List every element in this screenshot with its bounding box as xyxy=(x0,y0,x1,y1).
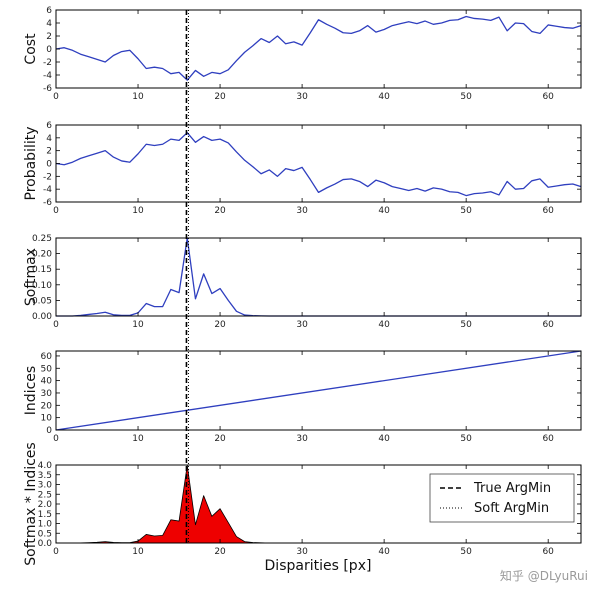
x-tick-label-cost-2: 20 xyxy=(214,92,226,102)
y-tick-label-softmax-1: 0.05 xyxy=(32,296,52,306)
x-tick-label-softmax_indices-3: 30 xyxy=(296,547,308,557)
watermark: 知乎 @DLyuRui xyxy=(500,569,588,583)
y-tick-label-softmax_indices-8: 4.0 xyxy=(38,461,53,471)
y-tick-label-indices-6: 60 xyxy=(41,352,53,362)
y-tick-label-softmax-2: 0.10 xyxy=(32,281,52,291)
x-tick-label-softmax-5: 50 xyxy=(460,320,472,330)
x-tick-label-softmax-1: 10 xyxy=(132,320,144,330)
x-tick-label-probability-2: 20 xyxy=(214,206,226,216)
x-tick-label-probability-5: 50 xyxy=(460,206,472,216)
x-tick-label-probability-1: 10 xyxy=(132,206,144,216)
y-tick-label-cost-5: 4 xyxy=(46,19,52,29)
x-tick-label-indices-2: 20 xyxy=(214,434,226,444)
y-tick-label-probability-1: -4 xyxy=(43,185,52,195)
y-axis-label-cost: Cost xyxy=(23,33,39,65)
y-tick-label-cost-2: -2 xyxy=(43,58,52,68)
y-tick-label-softmax-3: 0.15 xyxy=(32,265,52,275)
x-tick-label-probability-0: 0 xyxy=(53,206,59,216)
y-tick-label-probability-2: -2 xyxy=(43,172,52,182)
x-tick-label-softmax-6: 60 xyxy=(542,320,554,330)
x-tick-label-probability-6: 60 xyxy=(542,206,554,216)
series-probability-line xyxy=(55,132,582,197)
x-tick-label-indices-6: 60 xyxy=(542,434,554,444)
y-tick-label-indices-4: 40 xyxy=(41,377,53,387)
panel-softmax: 0.00 0.05 0.10 0.15 0.20 0.25 0 10 20 30 40 50 60 Sof… xyxy=(23,234,582,330)
x-tick-label-probability-3: 30 xyxy=(296,206,308,216)
x-tick-label-softmax-2: 20 xyxy=(214,320,226,330)
series-indices-line xyxy=(55,350,582,431)
y-tick-label-cost-6: 6 xyxy=(46,6,52,16)
y-tick-label-cost-1: -4 xyxy=(43,71,52,81)
legend-box xyxy=(429,473,575,523)
y-tick-label-probability-0: -6 xyxy=(43,198,52,208)
x-tick-label-softmax-4: 40 xyxy=(378,320,390,330)
x-tick-label-softmax_indices-2: 20 xyxy=(214,547,226,557)
y-tick-label-softmax_indices-2: 1.0 xyxy=(38,520,53,530)
x-tick-label-softmax-3: 30 xyxy=(296,320,308,330)
series-cost-line xyxy=(55,15,582,81)
y-tick-label-softmax_indices-3: 1.5 xyxy=(38,510,52,520)
x-tick-label-cost-6: 60 xyxy=(542,92,554,102)
y-tick-label-softmax-4: 0.20 xyxy=(32,250,52,260)
y-tick-label-indices-1: 10 xyxy=(41,414,53,424)
series-softmax-line xyxy=(56,237,581,317)
y-tick-label-softmax_indices-6: 3.0 xyxy=(38,481,53,491)
x-tick-label-softmax_indices-1: 10 xyxy=(132,547,144,557)
legend-soft-argmin-label: Soft ArgMin xyxy=(474,501,549,516)
y-tick-label-probability-6: 6 xyxy=(46,121,52,131)
y-tick-label-probability-4: 2 xyxy=(46,147,52,157)
y-tick-label-softmax_indices-0: 0.0 xyxy=(38,539,53,549)
y-tick-label-softmax_indices-1: 0.5 xyxy=(38,529,52,539)
y-tick-label-indices-5: 50 xyxy=(41,364,53,374)
x-axis-label: Disparities [px] xyxy=(265,558,372,574)
x-tick-label-indices-4: 40 xyxy=(378,434,390,444)
y-tick-label-probability-3: 0 xyxy=(46,160,52,170)
x-tick-label-cost-3: 30 xyxy=(296,92,308,102)
panel-softmax-frame xyxy=(55,237,582,317)
x-tick-label-cost-5: 50 xyxy=(460,92,472,102)
panel-indices-frame xyxy=(55,350,582,431)
x-tick-label-softmax_indices-6: 60 xyxy=(542,547,554,557)
x-tick-label-indices-0: 0 xyxy=(53,434,59,444)
y-tick-label-cost-3: 0 xyxy=(46,45,52,55)
x-tick-label-indices-1: 10 xyxy=(132,434,144,444)
x-tick-label-indices-3: 30 xyxy=(296,434,308,444)
legend: True ArgMin Soft ArgMin xyxy=(429,473,575,523)
y-axis-label-softmax_indices: Softmax * Indices xyxy=(23,442,39,565)
x-tick-label-probability-4: 40 xyxy=(378,206,390,216)
y-tick-label-indices-3: 30 xyxy=(41,389,53,399)
y-tick-label-softmax_indices-5: 2.5 xyxy=(38,490,52,500)
x-tick-label-softmax-0: 0 xyxy=(53,320,59,330)
x-tick-label-softmax_indices-5: 50 xyxy=(460,547,472,557)
x-tick-label-softmax_indices-4: 40 xyxy=(378,547,390,557)
y-tick-label-indices-2: 20 xyxy=(41,401,53,411)
x-tick-label-cost-0: 0 xyxy=(53,92,59,102)
x-tick-label-cost-1: 10 xyxy=(132,92,144,102)
y-tick-label-softmax-5: 0.25 xyxy=(32,234,52,244)
y-tick-label-indices-0: 0 xyxy=(46,426,52,436)
x-tick-label-softmax_indices-0: 0 xyxy=(53,547,59,557)
x-tick-label-indices-5: 50 xyxy=(460,434,472,444)
y-axis-label-softmax: Softmax xyxy=(23,248,39,306)
y-axis-label-probability: Probability xyxy=(23,126,39,200)
legend-true-argmin-label: True ArgMin xyxy=(473,481,551,496)
x-tick-label-cost-4: 40 xyxy=(378,92,390,102)
y-tick-label-probability-5: 4 xyxy=(46,134,52,144)
y-axis-label-indices: Indices xyxy=(23,366,39,415)
y-tick-label-softmax_indices-4: 2.0 xyxy=(38,500,53,510)
y-tick-label-softmax_indices-7: 3.5 xyxy=(38,471,52,481)
y-tick-label-softmax-0: 0.00 xyxy=(32,312,52,322)
y-tick-label-cost-0: -6 xyxy=(43,84,52,94)
y-tick-label-cost-4: 2 xyxy=(46,32,52,42)
